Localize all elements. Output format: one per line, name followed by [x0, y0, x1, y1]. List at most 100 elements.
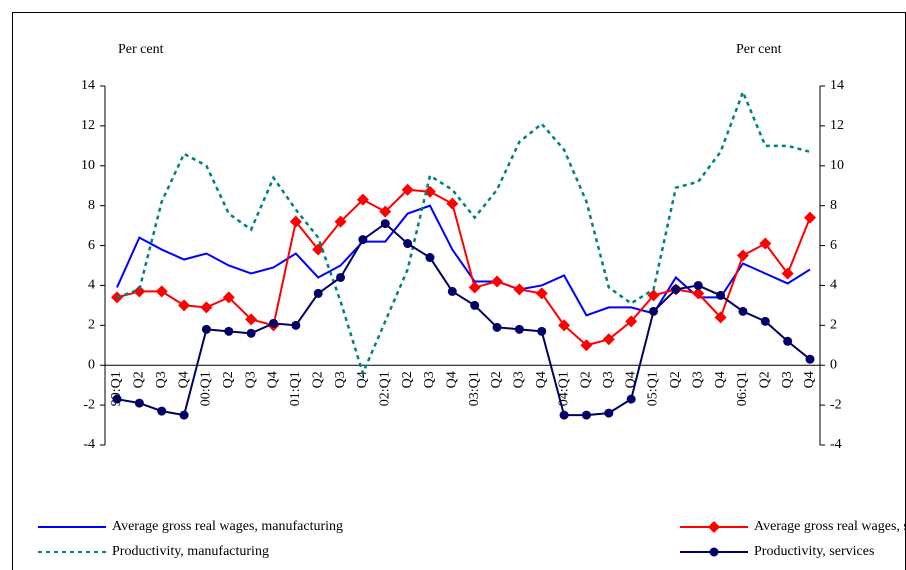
y2-tick-label: 14: [830, 78, 844, 93]
y-tick-label: 6: [88, 238, 95, 253]
x-tick-label: Q2: [489, 371, 504, 388]
x-tick-label: Q3: [601, 371, 616, 388]
x-tick-label: Q3: [333, 371, 348, 388]
circle-marker: [649, 306, 659, 316]
circle-marker: [112, 394, 122, 404]
circle-marker: [157, 406, 167, 416]
circle-marker: [671, 284, 681, 294]
circle-marker: [716, 290, 726, 300]
circle-marker: [380, 219, 390, 229]
x-tick-label: 03:Q1: [467, 371, 482, 406]
y2-axis-label: Per cent: [736, 42, 782, 57]
x-tick-label: 01:Q1: [288, 371, 303, 406]
circle-marker: [805, 354, 815, 364]
circle-marker: [492, 322, 502, 332]
diamond-marker: [804, 211, 816, 224]
x-tick-label: 04:Q1: [556, 371, 571, 406]
y2-tick-label: 2: [830, 318, 837, 333]
circle-marker: [581, 410, 591, 420]
circle-marker: [268, 318, 278, 328]
circle-marker: [760, 316, 770, 326]
legend-label: Average gross real wages, services: [754, 519, 906, 534]
circle-marker: [470, 300, 480, 310]
legend-marker: [709, 547, 719, 557]
circle-marker: [246, 328, 256, 338]
diamond-marker: [446, 197, 459, 210]
x-tick-label: Q2: [400, 371, 415, 388]
x-tick-label: 05:Q1: [646, 371, 661, 406]
x-tick-label: Q3: [422, 371, 437, 388]
circle-marker: [604, 408, 614, 418]
y-tick-label: -4: [83, 437, 95, 452]
circle-marker: [514, 324, 524, 334]
x-tick-label: Q2: [310, 371, 325, 388]
y2-tick-label: 0: [830, 357, 837, 372]
legend-label: Average gross real wages, manufacturing: [112, 519, 343, 534]
diamond-marker: [602, 333, 615, 346]
x-tick-label: Q2: [579, 371, 594, 388]
circle-marker: [693, 280, 703, 290]
x-tick-label: Q3: [512, 371, 527, 388]
diamond-marker: [178, 299, 191, 312]
y-tick-label: 14: [81, 78, 95, 93]
x-tick-label: Q3: [780, 371, 795, 388]
x-tick-label: Q4: [713, 371, 728, 388]
y-tick-label: 0: [88, 357, 95, 372]
diamond-marker: [513, 283, 526, 296]
y-tick-label: 2: [88, 318, 95, 333]
x-tick-label: Q2: [758, 371, 773, 388]
diamond-marker: [312, 243, 325, 256]
y2-tick-label: 8: [830, 198, 837, 213]
circle-marker: [336, 272, 346, 282]
x-tick-label: Q2: [668, 371, 683, 388]
circle-marker: [291, 320, 301, 330]
y2-tick-label: 6: [830, 238, 837, 253]
circle-marker: [425, 253, 435, 263]
circle-marker: [201, 324, 211, 334]
diamond-marker: [222, 291, 235, 304]
circle-marker: [134, 398, 144, 408]
x-tick-label: Q4: [445, 371, 460, 388]
y-tick-label: -2: [83, 397, 95, 412]
y-tick-label: 8: [88, 198, 95, 213]
y2-tick-label: 10: [830, 158, 844, 173]
diamond-marker: [423, 185, 436, 198]
diamond-marker: [781, 267, 794, 280]
diamond-marker: [379, 205, 392, 218]
diamond-marker: [535, 287, 548, 300]
y-axis-label: Per cent: [118, 42, 164, 57]
x-tick-label: Q2: [132, 371, 147, 388]
series-line: [116, 88, 811, 377]
y-tick-label: 12: [81, 118, 95, 133]
y2-tick-label: -2: [830, 397, 842, 412]
diamond-marker: [356, 193, 369, 206]
diamond-marker: [558, 319, 571, 332]
diamond-marker: [133, 285, 146, 298]
x-tick-label: Q4: [802, 371, 817, 388]
circle-marker: [313, 288, 323, 298]
diamond-marker: [491, 275, 504, 288]
circle-marker: [447, 286, 457, 296]
diamond-marker: [736, 249, 749, 262]
x-tick-label: 06:Q1: [735, 371, 750, 406]
diamond-marker: [200, 301, 213, 314]
x-tick-label: Q4: [355, 371, 370, 388]
y-tick-label: 4: [88, 278, 95, 293]
x-tick-label: Q2: [221, 371, 236, 388]
y2-tick-label: 12: [830, 118, 844, 133]
circle-marker: [738, 306, 748, 316]
y2-tick-label: -4: [830, 437, 842, 452]
diamond-marker: [692, 287, 705, 300]
circle-marker: [537, 326, 547, 336]
x-tick-label: Q4: [266, 371, 281, 388]
legend-label: Productivity, manufacturing: [112, 544, 269, 559]
x-tick-label: Q4: [534, 371, 549, 388]
diamond-marker: [468, 281, 481, 294]
x-tick-label: Q3: [243, 371, 258, 388]
diamond-marker: [401, 183, 414, 196]
legend-marker: [708, 521, 720, 533]
diamond-marker: [334, 215, 347, 228]
x-tick-label: Q3: [154, 371, 169, 388]
series-line: [116, 188, 811, 347]
